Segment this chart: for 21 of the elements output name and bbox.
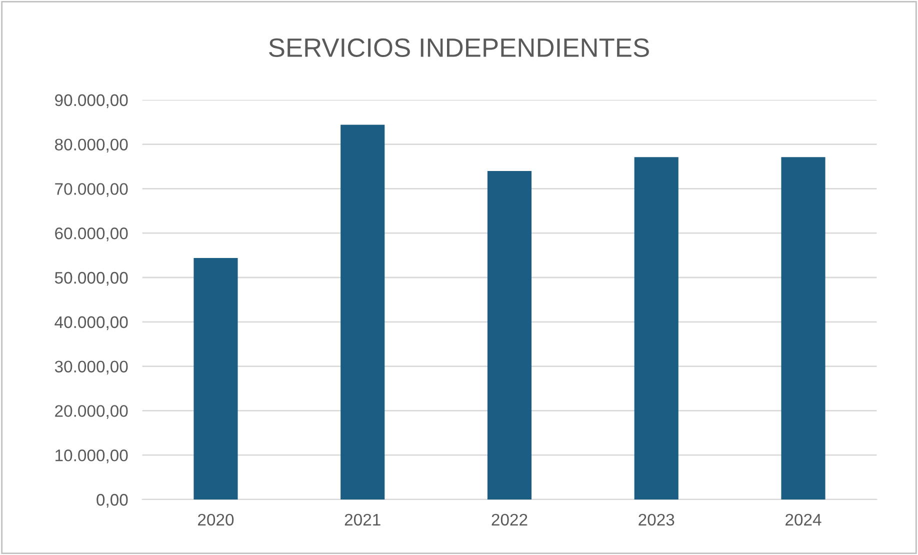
chart-title: SERVICIOS INDEPENDIENTES <box>269 38 649 58</box>
x-tick-label: 2020 <box>198 514 234 526</box>
y-tick-label: 60.000,00 <box>55 228 128 242</box>
x-tick-label: 2021 <box>344 514 380 526</box>
y-tick-label: 20.000,00 <box>55 405 128 419</box>
y-tick-label: 90.000,00 <box>55 94 128 108</box>
y-tick-label: 10.000,00 <box>56 450 128 464</box>
y-tick-label: 0,00 <box>96 494 128 508</box>
x-tick-label: 2022 <box>492 514 528 526</box>
y-tick-label: 30.000,00 <box>54 360 128 374</box>
y-tick-label: 50.000,00 <box>54 272 128 286</box>
bar <box>194 258 238 500</box>
bar <box>634 157 678 500</box>
y-tick-label: 40.000,00 <box>54 316 128 330</box>
bar <box>781 157 826 500</box>
x-tick-label: 2024 <box>786 514 822 526</box>
bar <box>487 170 532 500</box>
y-tick-label: 80.000,00 <box>54 138 128 152</box>
y-tick-label: 70.000,00 <box>55 183 128 197</box>
bar <box>340 124 385 500</box>
x-tick-label: 2023 <box>638 514 674 526</box>
